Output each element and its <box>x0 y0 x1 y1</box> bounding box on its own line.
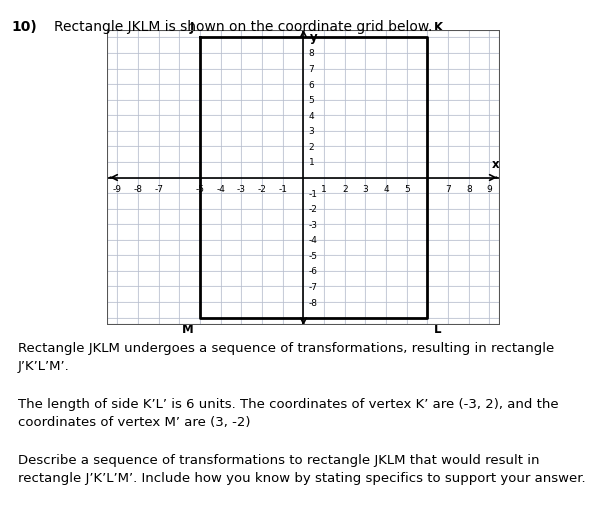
Text: Describe a sequence of transformations to rectangle JKLM that would result in
re: Describe a sequence of transformations t… <box>18 453 585 484</box>
Text: 5: 5 <box>404 184 410 193</box>
Text: -9: -9 <box>113 184 122 193</box>
Text: 2: 2 <box>309 143 314 152</box>
Text: M: M <box>182 323 194 335</box>
Text: Rectangle JKLM is shown on the coordinate grid below.: Rectangle JKLM is shown on the coordinat… <box>54 20 432 34</box>
Text: 8: 8 <box>466 184 472 193</box>
Text: -6: -6 <box>309 267 318 276</box>
Text: -4: -4 <box>217 184 226 193</box>
Text: 10): 10) <box>12 20 37 34</box>
Text: -1: -1 <box>278 184 287 193</box>
Text: 6: 6 <box>309 80 314 90</box>
Text: L: L <box>434 323 441 335</box>
Text: -7: -7 <box>309 282 318 292</box>
Text: x: x <box>492 157 500 171</box>
Text: 3: 3 <box>309 127 314 136</box>
Text: 5: 5 <box>309 96 314 105</box>
Text: 2: 2 <box>342 184 347 193</box>
Text: -5: -5 <box>196 184 205 193</box>
Text: 1: 1 <box>309 158 314 167</box>
Text: 7: 7 <box>309 65 314 74</box>
Text: -3: -3 <box>309 220 318 229</box>
Text: -8: -8 <box>309 298 318 307</box>
Text: 3: 3 <box>362 184 368 193</box>
Text: The length of side K’L’ is 6 units. The coordinates of vertex K’ are (-3, 2), an: The length of side K’L’ is 6 units. The … <box>18 397 559 428</box>
Text: -7: -7 <box>154 184 163 193</box>
Text: Rectangle JKLM undergoes a sequence of transformations, resulting in rectangle
J: Rectangle JKLM undergoes a sequence of t… <box>18 341 554 372</box>
Text: -5: -5 <box>309 251 318 260</box>
Text: 1: 1 <box>321 184 327 193</box>
Text: y: y <box>309 31 317 43</box>
Text: -4: -4 <box>309 236 318 245</box>
Text: -1: -1 <box>309 189 318 198</box>
Text: 9: 9 <box>487 184 492 193</box>
Text: 7: 7 <box>445 184 451 193</box>
Text: K: K <box>434 21 443 34</box>
Text: J: J <box>190 21 194 34</box>
Text: 4: 4 <box>383 184 389 193</box>
Text: 8: 8 <box>309 49 314 59</box>
Text: 4: 4 <box>309 111 314 121</box>
Text: -2: -2 <box>309 205 318 214</box>
Text: -3: -3 <box>237 184 246 193</box>
Text: -2: -2 <box>258 184 267 193</box>
Text: -8: -8 <box>134 184 143 193</box>
